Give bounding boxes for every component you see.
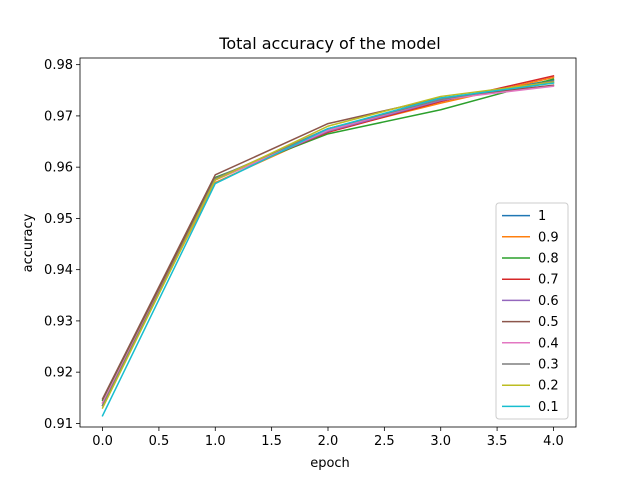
x-tick-label-3: 1.5 bbox=[261, 434, 282, 449]
legend-label-7: 0.3 bbox=[538, 358, 559, 373]
x-axis-label: epoch bbox=[310, 456, 350, 471]
x-tick-label-5: 2.5 bbox=[374, 434, 395, 449]
legend-box bbox=[495, 202, 569, 420]
x-tick-label-4: 2.0 bbox=[318, 434, 339, 449]
legend-label-2: 0.8 bbox=[538, 252, 559, 267]
legend-label-4: 0.6 bbox=[538, 294, 559, 309]
y-tick-label-7: 0.98 bbox=[44, 58, 73, 73]
y-tick-label-5: 0.96 bbox=[44, 161, 73, 176]
y-tick-label-1: 0.92 bbox=[44, 366, 73, 381]
y-tick-label-6: 0.97 bbox=[44, 109, 73, 124]
legend-label-1: 0.9 bbox=[538, 230, 559, 245]
y-tick-label-3: 0.94 bbox=[44, 263, 73, 278]
legend-label-8: 0.2 bbox=[538, 379, 559, 394]
legend-label-0: 1 bbox=[538, 209, 546, 224]
legend-label-5: 0.5 bbox=[538, 315, 559, 330]
x-tick-label-1: 0.5 bbox=[149, 434, 170, 449]
series-line-3 bbox=[101, 75, 555, 404]
x-tick-label-2: 1.0 bbox=[205, 434, 226, 449]
y-axis-label: accuracy bbox=[21, 213, 36, 272]
x-tick-label-7: 3.5 bbox=[487, 434, 508, 449]
chart-title: Total accuracy of the model bbox=[218, 34, 440, 53]
y-tick-label-0: 0.91 bbox=[44, 417, 73, 432]
series-line-8 bbox=[101, 81, 555, 410]
legend-label-6: 0.4 bbox=[538, 336, 559, 351]
series-line-9 bbox=[101, 82, 555, 417]
x-tick-label-0: 0.0 bbox=[92, 434, 113, 449]
y-tick-label-4: 0.95 bbox=[44, 212, 73, 227]
series-line-2 bbox=[101, 78, 555, 402]
y-tick-label-2: 0.93 bbox=[44, 314, 73, 329]
plot-area: 0.0 0.5 1.0 1.5 2.0 2.5 3.0 3.5 4.00.910.920.930… bbox=[44, 57, 577, 449]
legend-label-9: 0.1 bbox=[538, 400, 559, 415]
legend-label-3: 0.7 bbox=[538, 273, 559, 288]
x-tick-label-8: 4.0 bbox=[543, 434, 564, 449]
x-tick-label-6: 3.0 bbox=[430, 434, 451, 449]
